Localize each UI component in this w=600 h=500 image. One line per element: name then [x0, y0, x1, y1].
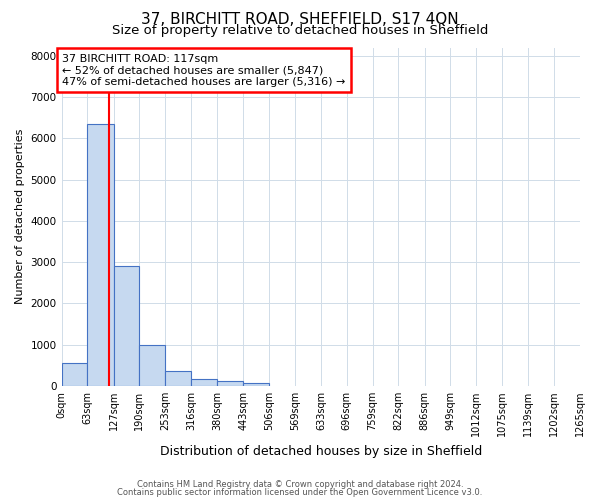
- Bar: [243, 383, 269, 386]
- Text: Contains public sector information licensed under the Open Government Licence v3: Contains public sector information licen…: [118, 488, 482, 497]
- Bar: [113, 266, 139, 386]
- Text: 37, BIRCHITT ROAD, SHEFFIELD, S17 4QN: 37, BIRCHITT ROAD, SHEFFIELD, S17 4QN: [141, 12, 459, 28]
- Bar: [165, 370, 191, 386]
- Y-axis label: Number of detached properties: Number of detached properties: [15, 129, 25, 304]
- Bar: [139, 346, 165, 386]
- Bar: [217, 382, 243, 386]
- Text: 37 BIRCHITT ROAD: 117sqm
← 52% of detached houses are smaller (5,847)
47% of sem: 37 BIRCHITT ROAD: 117sqm ← 52% of detach…: [62, 54, 346, 87]
- Bar: [191, 380, 217, 386]
- Text: Size of property relative to detached houses in Sheffield: Size of property relative to detached ho…: [112, 24, 488, 37]
- Text: Contains HM Land Registry data © Crown copyright and database right 2024.: Contains HM Land Registry data © Crown c…: [137, 480, 463, 489]
- X-axis label: Distribution of detached houses by size in Sheffield: Distribution of detached houses by size …: [160, 444, 482, 458]
- Bar: [62, 362, 88, 386]
- Bar: [88, 124, 113, 386]
